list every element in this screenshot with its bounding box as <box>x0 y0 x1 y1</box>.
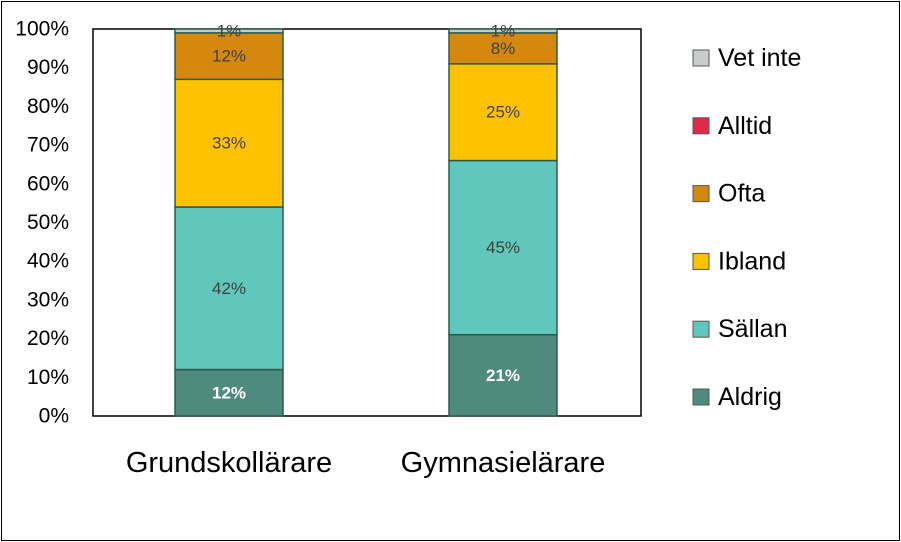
y-tick-label: 30% <box>27 288 69 311</box>
plot-area <box>92 28 642 417</box>
y-tick-label: 90% <box>27 56 69 79</box>
y-tick-label: 0% <box>39 405 69 428</box>
y-tick-label: 70% <box>27 134 69 157</box>
y-tick-label: 20% <box>27 327 69 350</box>
y-tick-label: 60% <box>27 172 69 195</box>
bar-segment-vet-inte <box>174 28 284 34</box>
legend-swatch <box>692 49 710 67</box>
y-tick-label: 40% <box>27 250 69 273</box>
data-label: 21% <box>486 366 520 385</box>
bar-segment-aldrig <box>448 333 558 417</box>
bars: 12%42%33%12%1%21%45%25%8%1% <box>174 21 558 417</box>
data-label: 25% <box>486 103 520 122</box>
legend-swatch <box>692 388 710 406</box>
legend-swatch <box>692 117 710 135</box>
bar-segment-ibland <box>448 63 558 162</box>
data-label: 33% <box>212 134 246 153</box>
y-tick-label: 100% <box>15 18 69 41</box>
bar-segment-vet-inte <box>448 28 558 34</box>
bar-segment-ofta <box>174 32 284 81</box>
data-label: 42% <box>212 279 246 298</box>
data-label: 1% <box>491 21 516 40</box>
legend-swatch <box>692 320 710 338</box>
plot-border <box>92 28 642 417</box>
data-label: 1% <box>217 21 242 40</box>
y-tick-label: 10% <box>27 366 69 389</box>
bar-segment-sällan <box>448 159 558 336</box>
y-axis-tick-labels: 0% 10% 20% 30% 40% 50% 60% 70% 80% 90% 100% <box>15 18 69 428</box>
x-category-label: Grundskollärare <box>126 447 332 479</box>
legend-swatch <box>692 185 710 203</box>
bar-segment-ibland <box>174 78 284 208</box>
x-axis-category-labels: Grundskollärare Gymnasielärare <box>126 447 606 479</box>
x-category-label: Gymnasielärare <box>401 447 606 479</box>
legend-label: Alltid <box>718 112 772 140</box>
legend-label: Vet inte <box>718 44 801 72</box>
bar-segment-aldrig <box>174 368 284 417</box>
legend-label: Sällan <box>718 315 788 343</box>
data-label: 8% <box>491 39 516 58</box>
bar-segment-ofta <box>448 32 558 65</box>
data-label: 12% <box>212 383 246 402</box>
y-tick-label: 50% <box>27 211 69 234</box>
legend-label: Ofta <box>718 180 765 208</box>
y-tick-label: 80% <box>27 95 69 118</box>
legend: Vet inte Alltid Ofta Ibland Sällan Aldrig <box>692 44 801 411</box>
data-label: 45% <box>486 238 520 257</box>
legend-swatch <box>692 252 710 270</box>
data-label: 12% <box>212 47 246 66</box>
legend-label: Ibland <box>718 247 786 275</box>
legend-label: Aldrig <box>718 383 782 411</box>
